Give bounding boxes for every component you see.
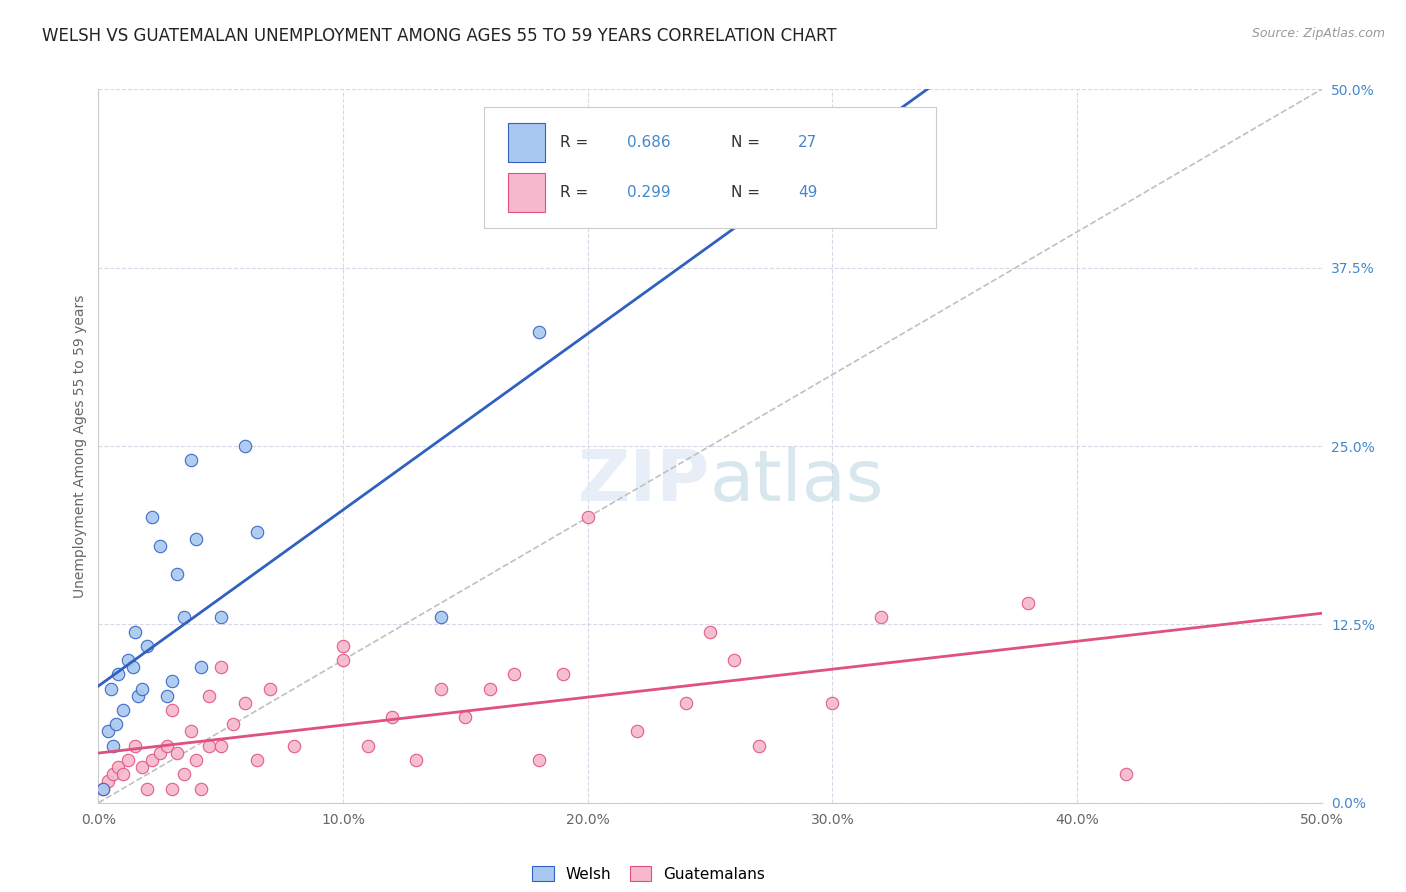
FancyBboxPatch shape <box>484 107 936 228</box>
Point <box>190 781 212 796</box>
Point <box>283 739 305 753</box>
Text: WELSH VS GUATEMALAN UNEMPLOYMENT AMONG AGES 55 TO 59 YEARS CORRELATION CHART: WELSH VS GUATEMALAN UNEMPLOYMENT AMONG A… <box>42 27 837 45</box>
Point <box>723 653 745 667</box>
Text: 0.299: 0.299 <box>627 186 671 200</box>
Point <box>131 760 153 774</box>
Point <box>454 710 477 724</box>
Y-axis label: Unemployment Among Ages 55 to 59 years: Unemployment Among Ages 55 to 59 years <box>73 294 87 598</box>
Point <box>870 610 893 624</box>
Point <box>101 739 124 753</box>
Point <box>180 724 202 739</box>
Point <box>699 624 721 639</box>
Text: 0.686: 0.686 <box>627 136 671 150</box>
Point <box>190 660 212 674</box>
Text: R =: R = <box>560 186 593 200</box>
Point <box>166 567 188 582</box>
Text: Source: ZipAtlas.com: Source: ZipAtlas.com <box>1251 27 1385 40</box>
Point <box>149 746 172 760</box>
Point <box>197 739 219 753</box>
Point <box>527 325 550 339</box>
Point <box>186 753 208 767</box>
Point <box>381 710 404 724</box>
Legend: Welsh, Guatemalans: Welsh, Guatemalans <box>526 860 772 888</box>
Point <box>141 510 163 524</box>
Point <box>131 681 153 696</box>
Point <box>97 774 120 789</box>
Text: atlas: atlas <box>710 447 884 516</box>
Point <box>748 739 770 753</box>
Point <box>821 696 844 710</box>
Text: ZIP: ZIP <box>578 447 710 516</box>
Point <box>160 703 183 717</box>
Point <box>91 781 114 796</box>
Point <box>166 746 188 760</box>
Point <box>173 610 195 624</box>
Point <box>136 639 159 653</box>
Point <box>332 639 354 653</box>
Point <box>101 767 124 781</box>
Point <box>405 753 427 767</box>
Point <box>209 610 232 624</box>
Point <box>553 667 575 681</box>
Text: 49: 49 <box>799 186 817 200</box>
Point <box>117 753 139 767</box>
Point <box>222 717 245 731</box>
Point <box>233 696 256 710</box>
Point <box>1115 767 1137 781</box>
Point <box>430 610 453 624</box>
Point <box>1017 596 1039 610</box>
Point <box>104 717 127 731</box>
Point <box>160 674 183 689</box>
Point <box>626 724 648 739</box>
Point <box>149 539 172 553</box>
Point <box>209 739 232 753</box>
Point <box>97 724 120 739</box>
Point <box>233 439 256 453</box>
Point <box>332 653 354 667</box>
Point <box>160 781 183 796</box>
Point <box>186 532 208 546</box>
Point <box>127 689 149 703</box>
Point <box>246 524 269 539</box>
Point <box>107 667 129 681</box>
Point <box>156 739 179 753</box>
Point <box>111 703 134 717</box>
Point <box>124 739 146 753</box>
Text: N =: N = <box>731 186 765 200</box>
Point <box>124 624 146 639</box>
Point <box>91 781 114 796</box>
Point <box>100 681 122 696</box>
FancyBboxPatch shape <box>508 123 546 162</box>
Point <box>259 681 281 696</box>
Point <box>576 510 599 524</box>
Point <box>356 739 378 753</box>
Text: N =: N = <box>731 136 765 150</box>
Point <box>527 753 550 767</box>
Point <box>180 453 202 467</box>
Text: 27: 27 <box>799 136 817 150</box>
Point <box>121 660 143 674</box>
Point <box>675 696 697 710</box>
Point <box>503 667 526 681</box>
Point <box>141 753 163 767</box>
FancyBboxPatch shape <box>508 173 546 212</box>
Point <box>209 660 232 674</box>
Point <box>246 753 269 767</box>
Point <box>197 689 219 703</box>
Point <box>111 767 134 781</box>
Text: R =: R = <box>560 136 593 150</box>
Point <box>478 681 501 696</box>
Point <box>173 767 195 781</box>
Point <box>156 689 179 703</box>
Point <box>430 681 453 696</box>
Point <box>117 653 139 667</box>
Point <box>107 760 129 774</box>
Point <box>136 781 159 796</box>
